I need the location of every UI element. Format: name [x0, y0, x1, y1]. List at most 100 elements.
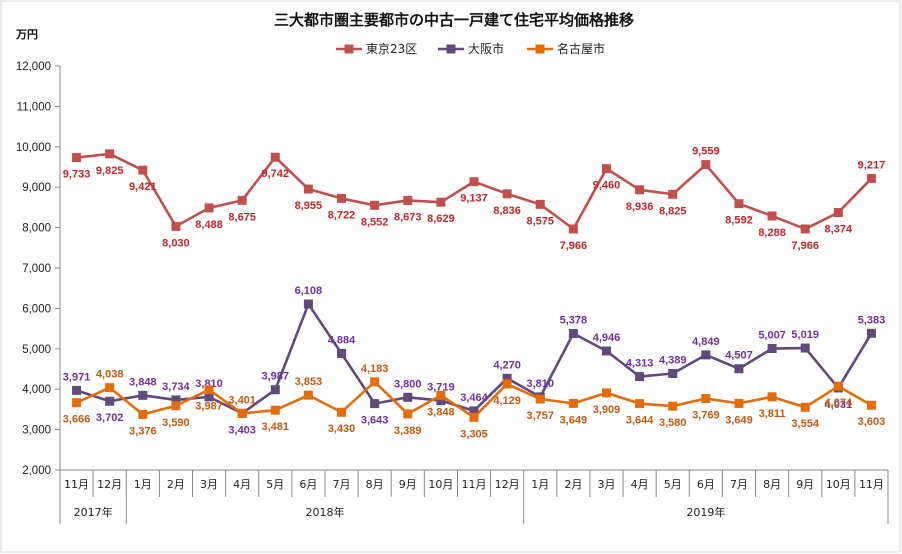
x-tick-label: 3月 [200, 478, 218, 491]
data-point [72, 385, 82, 395]
data-point [138, 165, 148, 175]
data-label: 3,649 [560, 414, 588, 426]
legend-label: 大阪市 [468, 41, 504, 56]
data-label: 9,217 [858, 159, 886, 171]
data-point [370, 200, 380, 210]
data-point [303, 299, 313, 309]
legend-marker [535, 44, 545, 54]
data-point [138, 409, 148, 419]
data-point [668, 368, 678, 378]
data-point [105, 383, 115, 393]
data-label: 3,643 [361, 415, 389, 427]
legend: 東京23区 大阪市 名古屋市 [336, 41, 605, 56]
data-label: 8,722 [328, 209, 356, 221]
data-label: 4,884 [328, 334, 356, 346]
data-label: 8,936 [626, 201, 654, 213]
legend-marker [344, 44, 354, 54]
data-label: 3,987 [262, 371, 290, 383]
x-tick-label: 6月 [299, 478, 317, 491]
data-point [370, 377, 380, 387]
data-point [303, 184, 313, 194]
x-tick-label: 12月 [495, 478, 520, 491]
data-point [601, 164, 611, 174]
data-label: 3,464 [460, 392, 488, 404]
data-point [171, 395, 181, 405]
x-tick-label: 7月 [730, 478, 748, 491]
data-point [370, 399, 380, 409]
data-point [635, 185, 645, 195]
data-point [734, 398, 744, 408]
data-label: 4,507 [725, 350, 753, 362]
x-tick-label: 7月 [333, 478, 351, 491]
legend-label: 名古屋市 [557, 41, 605, 56]
data-point [171, 401, 181, 411]
data-point [668, 401, 678, 411]
data-point [502, 373, 512, 383]
y-tick-label: 3,000 [22, 425, 51, 437]
data-point [767, 392, 777, 402]
data-label: 4,270 [493, 359, 521, 371]
data-label: 3,666 [63, 414, 91, 426]
data-point [734, 199, 744, 209]
data-label: 4,183 [361, 363, 389, 375]
data-point [105, 149, 115, 159]
data-label: 3,644 [626, 415, 654, 427]
x-tick-label: 9月 [796, 478, 814, 491]
data-label: 4,038 [96, 369, 124, 381]
data-point [270, 385, 280, 395]
x-tick-label: 12月 [97, 478, 122, 491]
data-label: 8,673 [394, 211, 422, 223]
data-point [105, 396, 115, 406]
x-tick-label: 8月 [366, 478, 384, 491]
data-point [734, 364, 744, 374]
data-point [635, 372, 645, 382]
data-point [469, 406, 479, 416]
y-axis-unit: 万円 [15, 28, 38, 41]
data-label: 9,460 [593, 180, 621, 192]
data-point [601, 346, 611, 356]
x-tick-label: 2月 [167, 478, 185, 491]
plot-area: 2,000 3,000 4,000 5,000 6,000 7,000 8,000 9,000… [16, 61, 889, 524]
y-tick-label: 4,000 [22, 384, 51, 396]
data-label: 4,031 [825, 399, 853, 411]
data-point [436, 396, 446, 406]
data-point [568, 398, 578, 408]
data-point [833, 381, 843, 391]
data-label: 3,800 [394, 378, 422, 390]
data-label: 3,853 [295, 376, 323, 388]
data-label: 3,719 [427, 382, 455, 394]
y-tick-label: 5,000 [22, 344, 51, 356]
x-tick-label: 1月 [531, 478, 549, 491]
data-point [635, 399, 645, 409]
data-label: 3,909 [593, 404, 621, 416]
y-tick-label: 9,000 [22, 182, 51, 194]
data-label: 3,769 [692, 410, 720, 422]
data-label: 9,742 [262, 168, 290, 180]
data-label: 3,305 [460, 428, 488, 440]
y-tick-label: 7,000 [22, 263, 51, 275]
data-point [535, 394, 545, 404]
data-label: 4,074 [825, 397, 853, 409]
data-point [204, 203, 214, 213]
data-label: 3,430 [328, 423, 356, 435]
data-label: 7,966 [791, 240, 819, 252]
y-tick-label: 10,000 [16, 142, 51, 154]
data-point [204, 385, 214, 395]
x-tick-label: 11月 [462, 478, 487, 491]
data-point [303, 390, 313, 400]
y-tick-label: 2,000 [22, 465, 51, 477]
data-label: 8,288 [758, 227, 786, 239]
x-tick-label: 9月 [399, 478, 417, 491]
x-tick-label: 5月 [664, 478, 682, 491]
data-point [568, 329, 578, 339]
data-label: 3,734 [162, 381, 190, 393]
data-label: 3,848 [129, 376, 157, 388]
data-label: 3,987 [195, 401, 223, 413]
year-label: 2018年 [305, 505, 344, 519]
data-label: 3,401 [228, 394, 256, 406]
data-label: 8,488 [195, 219, 223, 231]
data-point [337, 348, 347, 358]
